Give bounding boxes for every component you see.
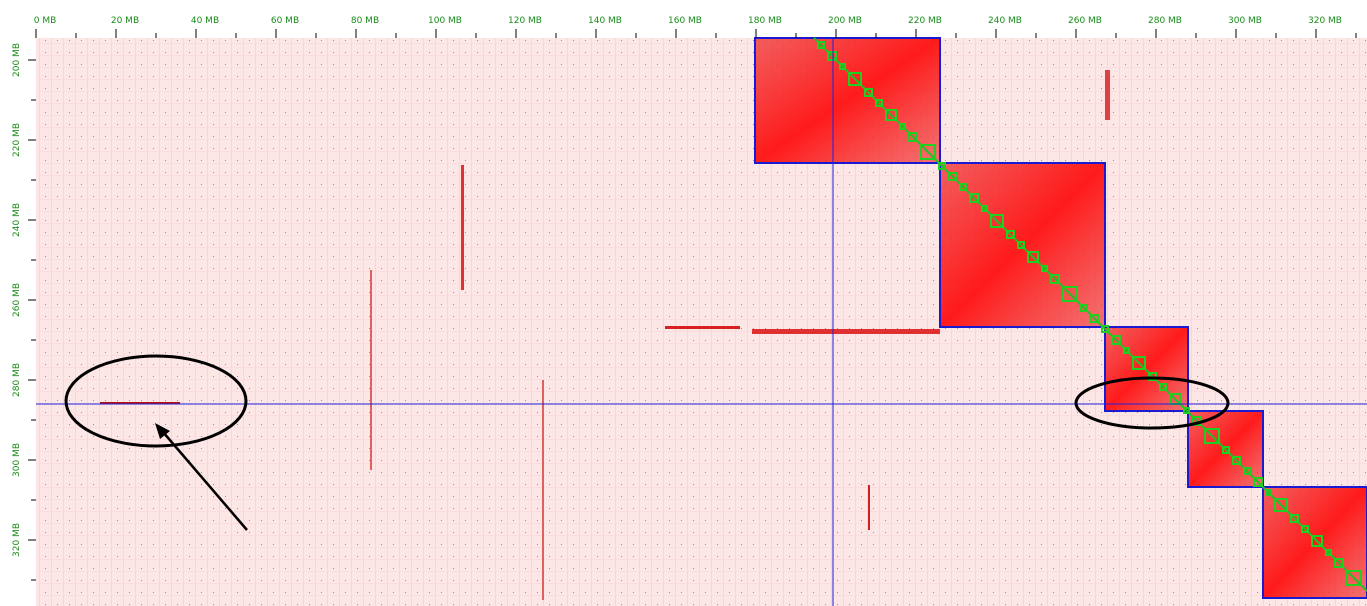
domain: [1041, 265, 1048, 272]
x-tick-label: 260 MB: [1068, 16, 1102, 26]
domain: [920, 144, 936, 160]
domain: [1274, 498, 1288, 512]
y-tick-label: 200 MB: [12, 43, 22, 77]
domain: [1222, 446, 1230, 454]
domain: [1334, 558, 1344, 568]
x-tick-label: 300 MB: [1228, 16, 1262, 26]
x-tick-label: 240 MB: [988, 16, 1022, 26]
domain: [908, 132, 918, 142]
x-tick-label: 200 MB: [828, 16, 862, 26]
x-ruler-bg: [0, 0, 1367, 38]
domain: [1090, 314, 1099, 323]
x-tick-label: 100 MB: [428, 16, 462, 26]
annotation-ellipse: [1074, 376, 1230, 430]
x-tick-label: 80 MB: [351, 16, 379, 26]
streak: [461, 165, 464, 290]
x-tick-label: 280 MB: [1148, 16, 1182, 26]
domain: [1062, 286, 1078, 302]
domain: [1050, 274, 1060, 284]
streak: [370, 270, 372, 470]
tad-box: [1262, 486, 1367, 599]
streaks: [100, 70, 1110, 600]
domain: [885, 109, 897, 121]
y-ruler-bg: [0, 38, 36, 606]
y-tick-label: 220 MB: [12, 123, 22, 157]
domain: [938, 162, 946, 170]
domain: [1243, 467, 1251, 475]
x-tick-label: 40 MB: [191, 16, 219, 26]
streak: [542, 380, 544, 600]
domain: [1265, 489, 1272, 496]
x-tick-label: 180 MB: [748, 16, 782, 26]
domain: [864, 88, 873, 97]
annotation-arrow: [162, 431, 248, 531]
domain: [1232, 456, 1241, 465]
domain: [817, 41, 825, 49]
domain: [1204, 428, 1220, 444]
x-tick-label: 120 MB: [508, 16, 542, 26]
y-ruler: 200 MB 220 MB 240 MB 260 MB 280 MB 300 MB 320 …: [12, 43, 36, 581]
domain: [1017, 241, 1025, 249]
x-tick-label: 60 MB: [271, 16, 299, 26]
domain: [1311, 535, 1323, 547]
domain: [875, 99, 883, 107]
y-tick-label: 280 MB: [12, 363, 22, 397]
domain: [948, 172, 957, 181]
domain: [1123, 347, 1130, 354]
y-tick-label: 300 MB: [12, 443, 22, 477]
domain: [981, 205, 988, 212]
domain: [1132, 356, 1146, 370]
y-tick-label: 240 MB: [12, 203, 22, 237]
tad-box: [754, 37, 941, 164]
domain: [1253, 477, 1263, 487]
domain: [827, 51, 837, 61]
y-tick-label: 260 MB: [12, 283, 22, 317]
streak: [868, 485, 870, 530]
diagonal-domains: [813, 37, 1367, 592]
x-ruler: 0 MB 20 MB 40 MB 60 MB 80 MB 100 MB 120 MB 140 …: [34, 16, 1357, 38]
domain: [959, 183, 967, 191]
tad-fill: [755, 38, 940, 163]
domain: [1159, 383, 1167, 391]
streak: [100, 402, 180, 404]
streak: [752, 329, 940, 334]
streak: [1105, 70, 1110, 120]
tad-box: [1104, 326, 1189, 412]
domain: [1290, 514, 1299, 523]
arrow-head: [155, 423, 170, 439]
x-tick-label: 220 MB: [908, 16, 942, 26]
domain: [1111, 335, 1121, 345]
x-tick-label: 140 MB: [588, 16, 622, 26]
x-tick-label: 20 MB: [111, 16, 139, 26]
domain: [1006, 230, 1015, 239]
domain: [839, 63, 846, 70]
annotation-ellipse: [64, 354, 248, 448]
streak: [665, 326, 740, 329]
y-tick-label: 320 MB: [12, 523, 22, 557]
domain: [1027, 251, 1039, 263]
domain: [1325, 549, 1332, 556]
domain: [1080, 304, 1088, 312]
domain: [1301, 525, 1309, 533]
x-tick-label: 0 MB: [34, 16, 57, 26]
domain: [848, 72, 862, 86]
contact-map[interactable]: [36, 38, 1367, 606]
x-tick-label: 320 MB: [1308, 16, 1342, 26]
tad-box: [939, 162, 1106, 328]
domain: [990, 214, 1004, 228]
domain: [1346, 570, 1362, 586]
x-tick-label: 160 MB: [668, 16, 702, 26]
domain: [1148, 372, 1157, 381]
domain: [1101, 325, 1109, 333]
domain: [969, 193, 979, 203]
domain: [1183, 407, 1190, 414]
domain: [899, 123, 906, 130]
